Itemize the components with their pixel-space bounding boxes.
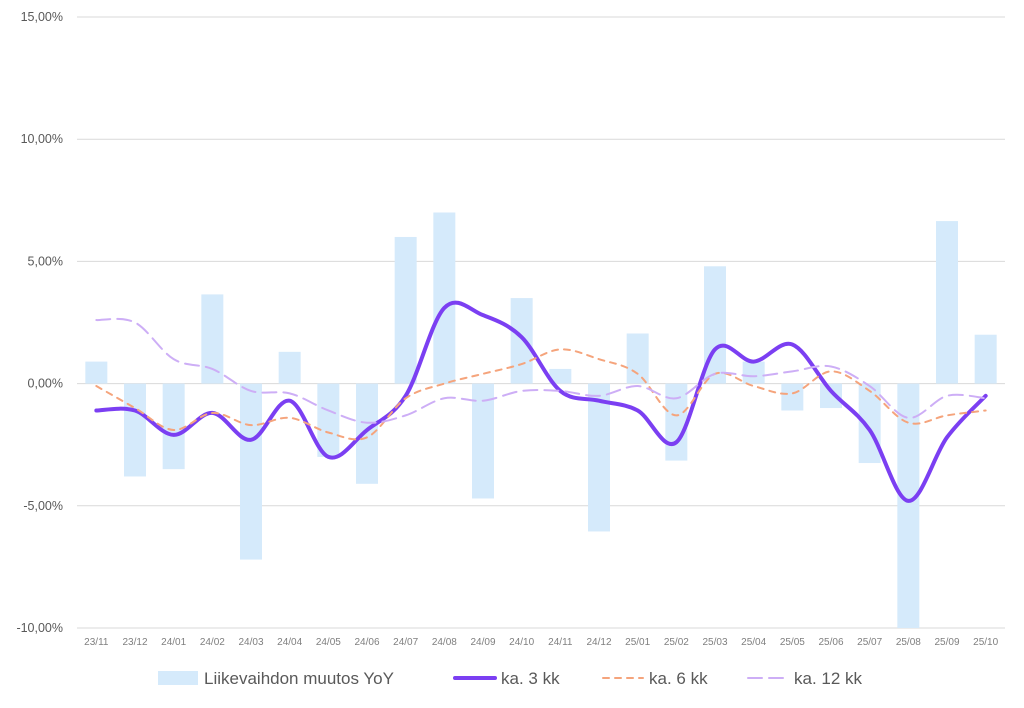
x-tick-label: 24/04 [277,637,302,648]
series-line-1 [94,300,988,503]
series-line-2 [95,348,987,441]
x-tick-label: 23/12 [122,637,147,648]
y-tick-label: 10,00% [21,132,63,146]
legend-label: ka. 6 kk [649,669,708,688]
x-tick-label: 24/06 [354,637,379,648]
bar [510,298,533,384]
y-tick-label: -10,00% [16,621,63,635]
y-tick-label: 0,00% [28,377,63,391]
x-tick-label: 25/03 [702,637,727,648]
bar [742,361,765,384]
bar [433,212,456,384]
lines [94,300,988,503]
gridlines [77,16,1005,629]
bar [85,361,108,384]
x-tick-label: 25/10 [973,637,998,648]
legend: Liikevaihdon muutos YoY ka. 3 kk ka. 6 kk k… [158,669,863,688]
y-tick-label: 5,00% [28,254,63,268]
bar [974,334,997,384]
legend-label: ka. 3 kk [501,669,560,688]
x-tick-label: 24/12 [586,637,611,648]
bar [201,294,224,384]
x-tick-label: 24/11 [548,637,573,648]
bar [936,221,958,384]
y-tick-label: 15,00% [21,10,63,24]
x-tick-label: 24/10 [509,637,534,648]
x-tick-label: 25/01 [625,637,650,648]
x-tick-label: 25/05 [780,637,805,648]
bar [124,383,146,477]
x-tick-label: 25/09 [934,637,959,648]
legend-label: Liikevaihdon muutos YoY [204,669,394,688]
x-tick-label: 25/08 [896,637,921,648]
bar [278,351,301,384]
legend-label: ka. 12 kk [794,669,863,688]
x-tick-label: 23/11 [84,637,109,648]
bar [781,383,804,411]
series-line-3 [95,317,987,424]
bar [626,333,649,384]
x-tick-label: 24/03 [238,637,263,648]
y-axis-ticks: -10,00% -5,00% 0,00% 5,00% 10,00% 15,00% [16,10,63,635]
bar [394,236,417,384]
bar [665,383,688,461]
x-tick-label: 24/08 [432,637,457,648]
legend-swatch [158,671,198,685]
bars [85,212,997,628]
x-tick-label: 24/07 [393,637,418,648]
bar [820,383,842,409]
bar [472,383,494,499]
x-axis-ticks: 23/11 23/12 24/01 24/02 24/03 24/04 24/05 24/06… [84,637,998,648]
x-tick-label: 24/01 [161,637,186,648]
x-tick-label: 24/09 [470,637,495,648]
bar [588,383,610,532]
y-tick-label: -5,00% [23,499,63,513]
x-tick-label: 25/07 [857,637,882,648]
bar [356,383,378,484]
bar [897,383,920,628]
x-tick-label: 25/06 [818,637,843,648]
bar [162,383,185,470]
x-tick-label: 25/04 [741,637,766,648]
bar [549,368,572,384]
x-tick-label: 24/02 [200,637,225,648]
x-tick-label: 25/02 [664,637,689,648]
bar [240,383,262,560]
x-tick-label: 24/05 [316,637,341,648]
bar [317,383,340,457]
